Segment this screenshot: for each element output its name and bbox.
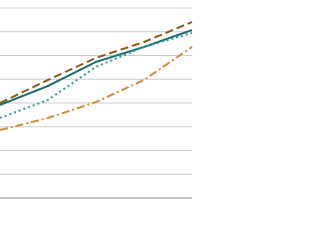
series-line xyxy=(0,29,193,106)
series-line xyxy=(0,31,193,119)
series-line xyxy=(0,21,193,104)
series-line xyxy=(0,46,193,132)
chart xyxy=(0,7,193,199)
